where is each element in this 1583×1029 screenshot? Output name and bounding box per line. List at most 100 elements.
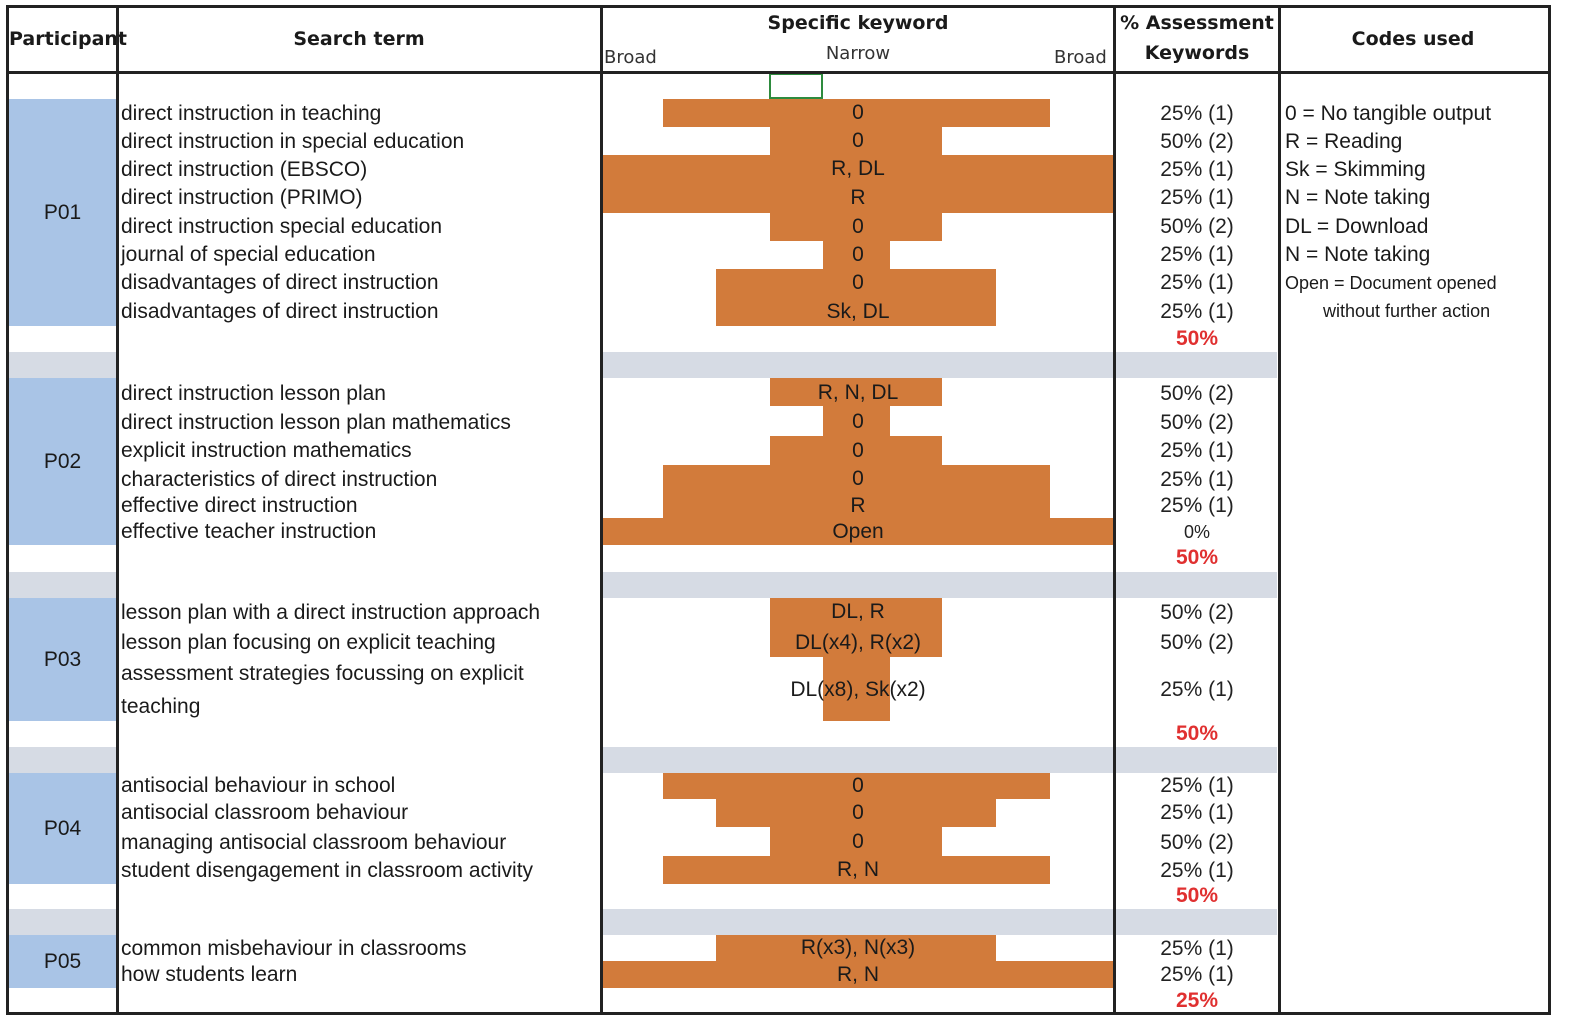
header-narrow: Narrow (825, 43, 891, 64)
assessment-pct: 25% (1) (1160, 801, 1234, 824)
table-border-right (1548, 5, 1551, 1015)
search-term: direct instruction (EBSCO) (121, 158, 368, 181)
search-term: characteristics of direct instruction (121, 468, 438, 491)
header-pct-line1: % Assessment (1120, 12, 1274, 34)
keyword-breadth-bar (663, 99, 1050, 127)
legend-item: Sk = Skimming (1285, 158, 1426, 181)
keyword-breadth-bar (663, 773, 1050, 799)
outcome-code: 0 (852, 410, 864, 433)
participant-label: P03 (43, 647, 82, 671)
search-term: direct instruction lesson plan (121, 382, 386, 405)
outcome-code: R(x3), N(x3) (800, 936, 916, 959)
assessment-pct: 25% (1) (1160, 439, 1234, 462)
header-broad-right: Broad (1054, 47, 1107, 68)
participant-label: P01 (43, 200, 82, 224)
outcome-code: 0 (852, 801, 864, 824)
outcome-code: DL, R (831, 600, 885, 623)
column-divider (1113, 5, 1116, 1015)
outcome-code: 0 (852, 215, 864, 238)
search-term: lesson plan focusing on explicit teachin… (121, 631, 496, 654)
assessment-pct: 25% (1) (1160, 468, 1234, 491)
participant-cell-p04: P04 (9, 773, 116, 884)
search-term: lesson plan with a direct instruction ap… (121, 601, 541, 624)
selected-cell-outline (769, 73, 823, 99)
participant-label: P02 (43, 449, 82, 473)
keyword-breadth-bar (716, 269, 996, 326)
assessment-pct: 50% (2) (1160, 215, 1234, 238)
column-divider (600, 5, 603, 1015)
participant-total: 25% (1175, 989, 1219, 1012)
separator-band (603, 747, 1277, 773)
search-term: direct instruction special education (121, 215, 443, 238)
keyword-breadth-bar (823, 657, 890, 721)
legend-item: without further action (1323, 301, 1491, 321)
legend-item: R = Reading (1285, 130, 1403, 153)
outcome-code: R (850, 186, 866, 209)
separator-band (9, 909, 116, 935)
keyword-breadth-bar (663, 856, 1050, 884)
header-specific-keyword: Specific keyword (767, 12, 949, 34)
outcome-code: 0 (852, 830, 864, 853)
table-border-top (6, 5, 1551, 8)
search-term: assessment strategies focussing on expli… (121, 662, 524, 685)
header-participant: Participant (9, 28, 128, 50)
legend-item: N = Note taking (1285, 243, 1431, 266)
outcome-code: 0 (852, 439, 864, 462)
participant-total: 50% (1175, 722, 1219, 745)
header-pct-line2: Keywords (1144, 42, 1250, 64)
keyword-breadth-bar (770, 213, 942, 241)
search-term: common misbehaviour in classrooms (121, 937, 467, 960)
assessment-pct: 25% (1) (1160, 963, 1234, 986)
participant-label: P04 (43, 816, 82, 840)
search-term: managing antisocial classroom behaviour (121, 831, 507, 854)
legend-item: Open = Document opened (1285, 273, 1497, 293)
participant-cell-p01: P01 (9, 99, 116, 326)
outcome-code: 0 (852, 243, 864, 266)
separator-band (603, 909, 1277, 935)
outcome-code: 0 (852, 101, 864, 124)
assessment-pct: 25% (1) (1160, 774, 1234, 797)
legend-item: DL = Download (1285, 215, 1429, 238)
assessment-pct: 25% (1) (1160, 243, 1234, 266)
table-border-bottom (6, 1012, 1551, 1015)
keyword-breadth-bar (603, 518, 1113, 545)
separator-band (603, 352, 1277, 378)
outcome-code: 0 (852, 774, 864, 797)
outcome-code: R, N (837, 858, 879, 881)
legend-item: 0 = No tangible output (1285, 102, 1492, 125)
outcome-code: Sk, DL (826, 300, 890, 323)
assessment-pct: 0% (1183, 522, 1210, 542)
assessment-pct: 25% (1) (1160, 300, 1234, 323)
outcome-code: 0 (852, 129, 864, 152)
outcome-code: 0 (852, 271, 864, 294)
search-term: direct instruction lesson plan mathemati… (121, 411, 511, 434)
participant-label: P05 (43, 949, 82, 973)
search-term: disadvantages of direct instruction (121, 271, 439, 294)
separator-band (9, 747, 116, 773)
participant-total: 50% (1175, 327, 1219, 350)
keyword-breadth-bar (823, 406, 890, 436)
header-search-term: Search term (293, 28, 425, 50)
keyword-breadth-bar (716, 799, 996, 827)
search-term: direct instruction in special education (121, 130, 465, 153)
search-term: effective teacher instruction (121, 520, 377, 543)
assessment-pct: 25% (1) (1160, 271, 1234, 294)
assessment-pct: 25% (1) (1160, 678, 1234, 701)
assessment-pct: 50% (2) (1160, 631, 1234, 654)
legend-item: N = Note taking (1285, 186, 1431, 209)
keyword-breadth-bar (603, 961, 1113, 988)
search-term: student disengagement in classroom activ… (121, 859, 534, 882)
assessment-pct: 50% (2) (1160, 601, 1234, 624)
outcome-code: R, DL (831, 157, 885, 180)
assessment-pct: 50% (2) (1160, 130, 1234, 153)
keyword-breadth-bar (603, 155, 1113, 213)
outcome-code: R, N (837, 963, 879, 986)
search-term: disadvantages of direct instruction (121, 300, 439, 323)
header-divider (6, 71, 1551, 74)
assessment-pct: 50% (2) (1160, 382, 1234, 405)
outcome-code: 0 (852, 467, 864, 490)
search-term: antisocial classroom behaviour (121, 801, 409, 824)
outcome-code: R, N, DL (817, 381, 899, 404)
search-term: direct instruction (PRIMO) (121, 186, 363, 209)
